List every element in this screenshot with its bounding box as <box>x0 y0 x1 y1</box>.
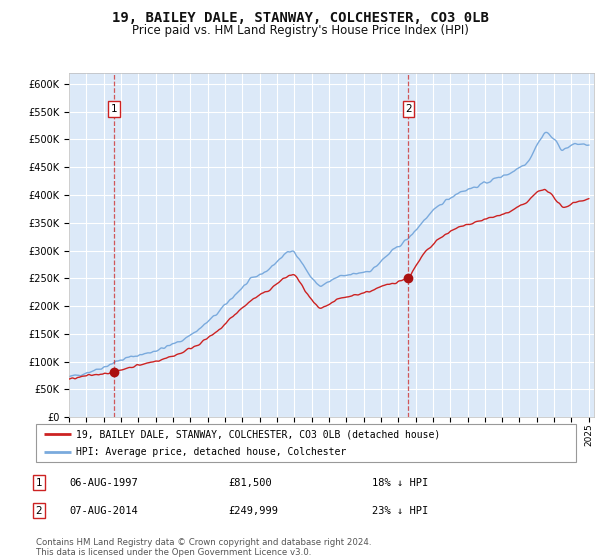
Text: £249,999: £249,999 <box>228 506 278 516</box>
Text: £81,500: £81,500 <box>228 478 272 488</box>
Text: HPI: Average price, detached house, Colchester: HPI: Average price, detached house, Colc… <box>77 447 347 458</box>
Text: 2: 2 <box>35 506 43 516</box>
Text: 23% ↓ HPI: 23% ↓ HPI <box>372 506 428 516</box>
Text: Contains HM Land Registry data © Crown copyright and database right 2024.
This d: Contains HM Land Registry data © Crown c… <box>36 538 371 557</box>
Text: 18% ↓ HPI: 18% ↓ HPI <box>372 478 428 488</box>
Text: 19, BAILEY DALE, STANWAY, COLCHESTER, CO3 0LB: 19, BAILEY DALE, STANWAY, COLCHESTER, CO… <box>112 11 488 25</box>
Text: Price paid vs. HM Land Registry's House Price Index (HPI): Price paid vs. HM Land Registry's House … <box>131 24 469 36</box>
Text: 19, BAILEY DALE, STANWAY, COLCHESTER, CO3 0LB (detached house): 19, BAILEY DALE, STANWAY, COLCHESTER, CO… <box>77 429 441 439</box>
Text: 07-AUG-2014: 07-AUG-2014 <box>69 506 138 516</box>
Text: 06-AUG-1997: 06-AUG-1997 <box>69 478 138 488</box>
Text: 1: 1 <box>110 104 117 114</box>
Text: 2: 2 <box>405 104 412 114</box>
FancyBboxPatch shape <box>36 424 576 462</box>
Text: 1: 1 <box>35 478 43 488</box>
